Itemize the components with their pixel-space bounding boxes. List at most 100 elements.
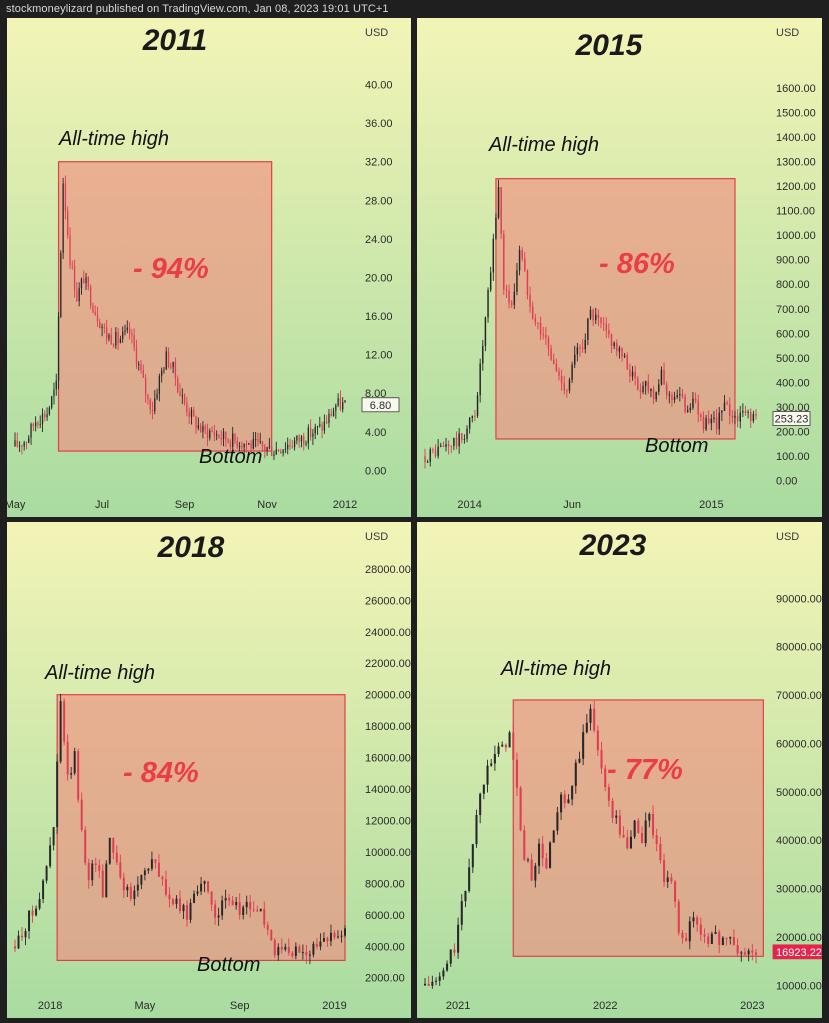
chart-panel-2023[interactable]: USD 90000.00 80000.00 70000.00 60000.00 50000… — [417, 522, 822, 1018]
candle-body — [110, 334, 112, 345]
candle-body — [89, 286, 92, 306]
candle-body — [170, 366, 172, 368]
candle-body — [289, 444, 291, 447]
candle-body — [743, 952, 746, 955]
candle-body — [578, 758, 581, 763]
candle-body — [179, 898, 181, 912]
candle-body — [435, 980, 438, 982]
candle-body — [284, 946, 287, 950]
candle-body — [526, 859, 530, 861]
candle-body — [563, 794, 566, 804]
candle-body — [80, 279, 83, 288]
candle-body — [655, 392, 657, 400]
candle-body — [519, 787, 522, 831]
candle-body — [634, 371, 636, 379]
y-tick-label: 90000.00 — [776, 593, 822, 605]
candle-body — [143, 870, 146, 876]
candle-body — [611, 800, 614, 818]
candle-body — [275, 449, 277, 455]
candle-body — [453, 949, 456, 953]
y-tick-label: 2000.00 — [365, 973, 405, 985]
candle-body — [600, 317, 602, 324]
candle-body — [101, 870, 104, 898]
candle-body — [322, 938, 325, 942]
candle-body — [213, 431, 216, 436]
y-tick-label: 28.00 — [365, 195, 393, 207]
chart-panel-2018[interactable]: USD 28000.00 26000.00 24000.00 22000.00 20000… — [7, 522, 411, 1018]
candle-body — [550, 348, 552, 360]
candle-body — [552, 359, 555, 364]
candle-body — [291, 952, 294, 957]
y-axis-label: USD — [776, 27, 799, 39]
candle-body — [150, 859, 153, 869]
candle-body — [530, 859, 533, 881]
y-tick-label: 1000.00 — [776, 230, 816, 242]
y-tick-label: 28000.00 — [365, 564, 411, 576]
candle-body — [482, 345, 484, 364]
candle-body — [705, 418, 707, 430]
candle-body — [515, 759, 518, 788]
x-tick-label: 2023 — [740, 1000, 764, 1012]
drawdown-box — [56, 694, 346, 962]
candle-body — [621, 347, 623, 357]
candle-body — [228, 897, 231, 901]
candle-body — [296, 435, 298, 441]
candle-body — [245, 443, 248, 445]
candle-body — [133, 335, 135, 348]
last-price-tag — [772, 944, 822, 960]
candle-body — [694, 398, 697, 401]
candle-body — [202, 426, 204, 432]
candle-body — [189, 902, 192, 920]
candle-body — [729, 937, 732, 939]
candle-body — [55, 380, 57, 390]
candle-body — [73, 266, 76, 291]
y-tick-label: 1400.00 — [776, 132, 816, 144]
y-tick-label: 24.00 — [365, 234, 393, 246]
candle-body — [679, 394, 681, 396]
candle-body — [633, 820, 636, 837]
candle-body — [273, 454, 275, 456]
candle-body — [35, 908, 38, 916]
y-tick-label: 1300.00 — [776, 156, 816, 168]
chart-panel-2011[interactable]: USD 40.00 36.00 32.00 28.00 24.00 20.00 16.00 12… — [7, 18, 411, 517]
y-tick-label: 14000.00 — [365, 784, 411, 796]
candle-body — [328, 413, 330, 424]
candle-body — [122, 877, 125, 891]
candle-body — [266, 924, 269, 930]
candle-body — [440, 445, 442, 447]
candle-body — [460, 901, 463, 925]
candle-body — [23, 442, 25, 447]
candle-body — [254, 438, 257, 440]
candle-body — [67, 211, 69, 236]
candle-body — [468, 867, 471, 891]
candle-body — [135, 347, 138, 365]
candle-body — [714, 931, 717, 934]
y-tick-label: 10000.00 — [776, 980, 822, 992]
candle-body — [122, 331, 124, 339]
candle-body — [655, 835, 658, 845]
candle-body — [333, 932, 336, 938]
candle-body — [241, 446, 243, 448]
candle-body — [539, 322, 542, 335]
candle-body — [600, 750, 603, 769]
candle-body — [674, 881, 677, 902]
x-tick-label: 2015 — [699, 499, 723, 511]
candle-body — [596, 730, 599, 751]
candle-body — [688, 921, 691, 942]
chart-panel-2015[interactable]: USD 1600.00 1500.00 1400.00 1300.00 1200.00 11… — [417, 18, 822, 517]
candle-body — [319, 941, 322, 947]
candle-body — [750, 411, 752, 421]
chart-title: 2023 — [579, 529, 647, 562]
last-price-tag — [772, 411, 811, 426]
candle-body — [537, 843, 541, 866]
candle-body — [140, 364, 142, 371]
y-tick-label: 4.00 — [365, 427, 386, 439]
y-tick-label: 20000.00 — [365, 690, 411, 702]
x-tick-label: May — [135, 1000, 156, 1012]
candle-body — [38, 899, 41, 909]
candle-body — [298, 435, 300, 442]
candle-body — [744, 410, 747, 413]
candle-body — [301, 952, 304, 954]
candle-body — [734, 415, 736, 418]
publisher-header: stockmoneylizard published on TradingVie… — [6, 3, 389, 15]
